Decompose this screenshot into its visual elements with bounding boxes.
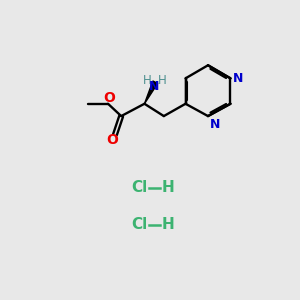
Text: H: H [158,74,167,87]
Text: Cl: Cl [132,217,148,232]
Text: N: N [210,118,220,130]
Text: Cl: Cl [132,180,148,195]
Text: O: O [106,133,118,147]
Text: H: H [161,180,174,195]
Text: O: O [103,92,115,105]
Text: H: H [161,217,174,232]
Text: N: N [233,72,243,85]
Polygon shape [145,81,158,104]
Text: N: N [149,80,160,92]
Text: H: H [142,74,151,87]
